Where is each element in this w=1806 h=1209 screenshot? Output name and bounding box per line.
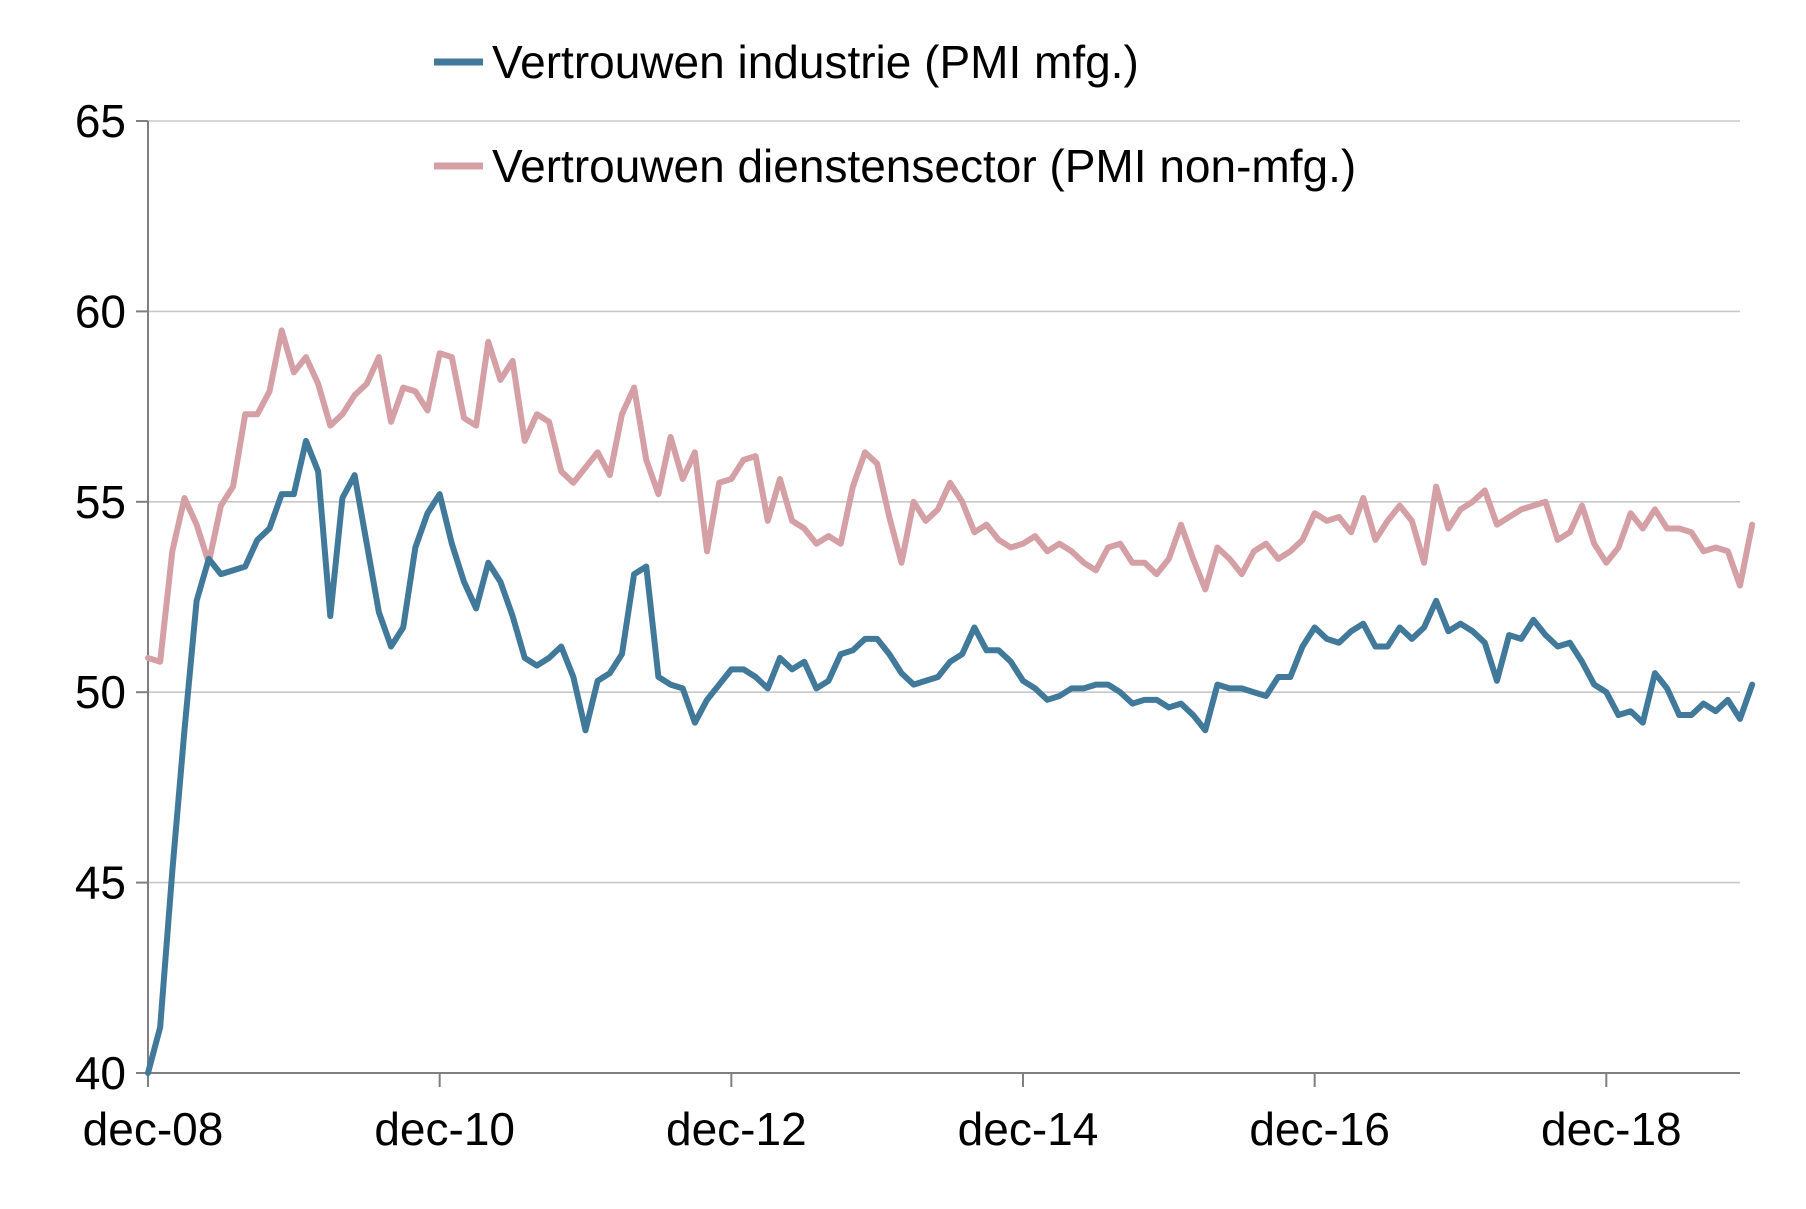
y-tick-label: 65 bbox=[75, 95, 126, 147]
y-tick-label: 50 bbox=[75, 666, 126, 718]
x-tick-label: dec-18 bbox=[1541, 1103, 1682, 1155]
y-tick-label: 40 bbox=[75, 1047, 126, 1099]
series-line-1 bbox=[145, 437, 1756, 1076]
x-tick-label: dec-10 bbox=[374, 1103, 515, 1155]
series-line-2 bbox=[145, 327, 1756, 665]
y-tick-label: 45 bbox=[75, 857, 126, 909]
x-tick-label: dec-12 bbox=[666, 1103, 807, 1155]
x-tick-label: dec-14 bbox=[958, 1103, 1099, 1155]
legend-label-2: Vertrouwen dienstensector (PMI non-mfg.) bbox=[492, 140, 1356, 192]
legend-label-1: Vertrouwen industrie (PMI mfg.) bbox=[492, 36, 1139, 88]
x-tick-label: dec-08 bbox=[83, 1103, 224, 1155]
y-tick-label: 55 bbox=[75, 476, 126, 528]
x-tick-label: dec-16 bbox=[1249, 1103, 1390, 1155]
legend: Vertrouwen industrie (PMI mfg.) Vertrouwe… bbox=[434, 36, 1356, 192]
y-tick-label: 60 bbox=[75, 285, 126, 337]
series bbox=[145, 327, 1756, 1076]
axes: 40 45 50 55 60 65 dec-08 dec-10 dec-12 dec-14 dec-… bbox=[75, 95, 1740, 1155]
